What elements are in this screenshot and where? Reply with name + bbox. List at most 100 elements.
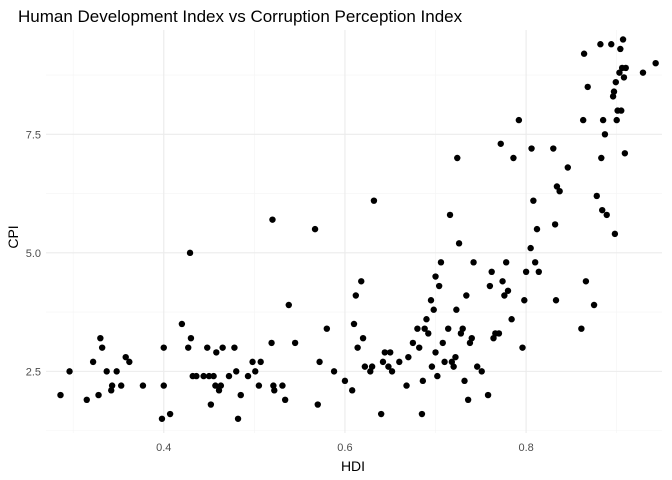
data-point xyxy=(519,344,526,351)
data-point xyxy=(409,339,417,347)
data-point xyxy=(622,64,629,72)
data-point xyxy=(580,50,588,57)
data-point xyxy=(414,325,421,332)
data-point xyxy=(330,368,338,375)
data-point xyxy=(446,211,454,219)
data-point xyxy=(486,282,494,290)
data-point xyxy=(551,221,559,228)
data-point xyxy=(352,292,360,299)
data-point xyxy=(530,197,537,204)
data-point xyxy=(564,164,571,171)
data-point xyxy=(95,391,102,399)
data-point xyxy=(419,377,427,385)
data-point xyxy=(385,363,392,370)
data-point xyxy=(502,259,510,266)
data-point xyxy=(291,339,299,347)
data-point xyxy=(428,363,436,370)
data-point xyxy=(620,74,628,81)
data-point xyxy=(249,358,256,366)
data-point xyxy=(453,306,460,313)
data-point xyxy=(531,259,539,266)
data-point xyxy=(425,330,432,337)
data-point xyxy=(478,368,485,375)
data-point xyxy=(57,391,64,399)
data-point xyxy=(508,316,515,323)
data-point xyxy=(113,368,120,375)
data-point xyxy=(553,183,561,190)
data-point xyxy=(616,69,623,76)
data-point xyxy=(139,382,147,389)
data-point xyxy=(341,377,349,385)
data-point xyxy=(233,368,240,375)
data-point xyxy=(381,349,388,356)
data-point xyxy=(359,334,367,342)
data-point xyxy=(593,192,600,200)
y-tick-label: 2.5 xyxy=(26,366,41,378)
data-point xyxy=(160,382,167,389)
data-point xyxy=(158,415,166,422)
data-point xyxy=(204,344,211,351)
data-point xyxy=(237,391,244,399)
data-point xyxy=(117,382,125,389)
data-point xyxy=(423,316,430,323)
data-point xyxy=(527,244,534,252)
data-point xyxy=(499,278,506,285)
data-point xyxy=(556,188,563,195)
data-point xyxy=(435,282,443,290)
data-point xyxy=(217,382,225,389)
data-point xyxy=(418,410,426,418)
data-point xyxy=(126,358,133,366)
data-point xyxy=(441,358,448,366)
data-point xyxy=(416,344,423,351)
data-point xyxy=(437,259,445,266)
data-point xyxy=(200,372,207,380)
data-point xyxy=(388,368,396,375)
data-point xyxy=(185,344,192,351)
data-point xyxy=(377,410,385,418)
data-point xyxy=(590,301,598,309)
data-point xyxy=(257,358,264,366)
data-point xyxy=(608,41,615,48)
data-point xyxy=(279,382,286,389)
data-point xyxy=(379,358,387,366)
data-point xyxy=(231,344,238,351)
data-point xyxy=(601,131,609,138)
data-point xyxy=(108,387,115,394)
data-point xyxy=(609,93,617,100)
data-point xyxy=(405,353,412,361)
y-axis-title: CPI xyxy=(5,225,21,248)
data-point xyxy=(603,211,610,219)
data-point xyxy=(354,344,361,351)
data-point xyxy=(464,396,472,404)
data-point xyxy=(459,325,466,332)
data-point xyxy=(213,349,220,356)
data-point xyxy=(160,344,167,351)
data-point xyxy=(432,273,439,280)
data-point xyxy=(510,154,517,162)
data-point xyxy=(652,59,659,67)
data-point xyxy=(368,363,376,370)
data-point xyxy=(619,36,627,43)
data-point xyxy=(621,150,629,157)
data-point xyxy=(269,216,276,223)
y-axis-tick-labels: 2.5 5.0 7.5 xyxy=(26,129,41,378)
data-point xyxy=(268,339,275,347)
x-axis-tick-labels: 0.4 0.6 0.8 xyxy=(156,442,534,454)
data-point xyxy=(314,401,321,408)
data-point xyxy=(501,292,508,299)
data-point xyxy=(515,116,523,124)
data-point xyxy=(255,382,263,389)
data-point xyxy=(434,372,441,380)
data-point xyxy=(396,358,403,366)
data-point xyxy=(618,107,625,114)
data-point xyxy=(207,401,215,408)
data-point xyxy=(98,344,106,351)
data-point xyxy=(597,41,604,48)
data-point xyxy=(552,297,560,304)
x-tick-label: 0.6 xyxy=(337,442,352,454)
data-point xyxy=(598,154,605,162)
data-point xyxy=(403,382,410,389)
chart-title: Human Development Index vs Corruption Pe… xyxy=(18,7,463,26)
data-point xyxy=(610,88,618,95)
data-point xyxy=(452,353,459,361)
